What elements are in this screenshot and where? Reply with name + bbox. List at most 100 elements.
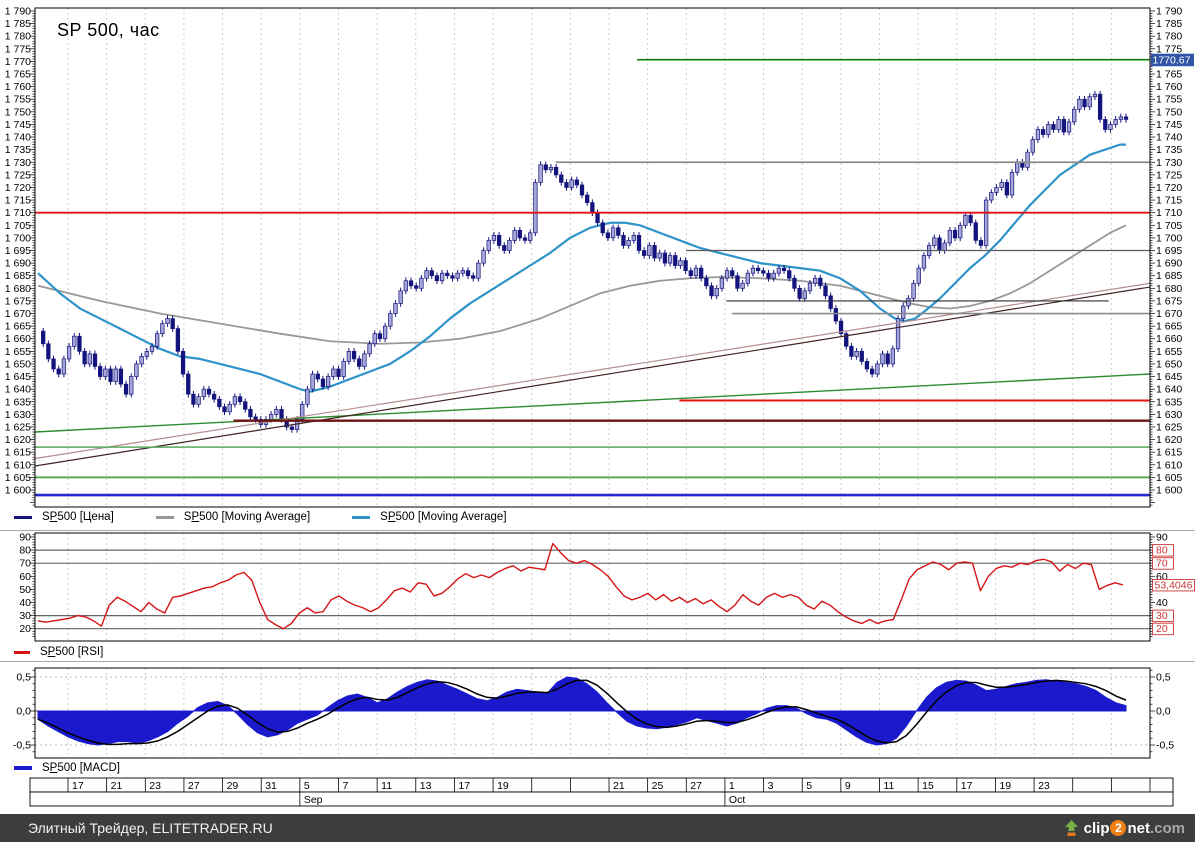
rsi-axis-label-right: 90 xyxy=(1156,532,1168,544)
price-axis-label-right: 1 640 xyxy=(1156,384,1182,396)
legend-item-macd[interactable]: SP500 [MACD] xyxy=(14,762,120,774)
price-axis-label-left: 1 770 xyxy=(5,56,31,68)
price-axis-label-right: 1 605 xyxy=(1156,472,1182,484)
date-label: 17 xyxy=(72,780,84,792)
date-label: 11 xyxy=(884,780,895,792)
rsi-level-box xyxy=(1152,557,1174,570)
date-label: 1 xyxy=(729,780,735,792)
macd-axis-label-right: -0,5 xyxy=(1156,740,1174,752)
date-label: 19 xyxy=(497,780,509,792)
date-label: 29 xyxy=(227,780,239,792)
macd-line-swatch-icon xyxy=(14,766,32,770)
price-axis-label-right: 1 690 xyxy=(1156,258,1182,270)
price-axis-label-right: 1 705 xyxy=(1156,220,1182,232)
rsi-level-box-value: 30 xyxy=(1156,610,1168,622)
legend-item-rsi[interactable]: SP500 [RSI] xyxy=(14,646,103,658)
rsi-level-box-value: 70 xyxy=(1156,558,1168,570)
macd-axis-label-left: 0,5 xyxy=(16,672,31,684)
separator xyxy=(0,661,1195,662)
price-axis-label-left: 1 685 xyxy=(5,270,31,282)
trend-line xyxy=(35,373,1150,433)
price-legend: SP500 [Цена] SP500 [Moving Average] SP50… xyxy=(14,511,549,523)
price-axis-label-right: 1 710 xyxy=(1156,207,1182,219)
rsi-line-swatch-icon xyxy=(14,650,30,654)
price-axis-label-right: 1 665 xyxy=(1156,321,1182,333)
rsi-axis-label-left: 70 xyxy=(19,558,31,570)
panel-frame xyxy=(34,7,1151,508)
logo-two: 2 xyxy=(1110,820,1127,836)
moving-average-line xyxy=(37,143,1126,393)
macd-plot xyxy=(35,676,1150,746)
trend-line xyxy=(35,286,1150,467)
price-axis-label-left: 1 775 xyxy=(5,43,31,55)
legend-label-ma-fast: SP500 [Moving Average] xyxy=(380,511,507,523)
rsi-level-box xyxy=(1152,609,1174,623)
price-axis-label-left: 1 780 xyxy=(5,31,31,43)
legend-item-ma-slow[interactable]: SP500 [Moving Average] xyxy=(155,511,311,523)
price-axis-label-right: 1 760 xyxy=(1156,81,1182,93)
date-label: 19 xyxy=(999,780,1011,792)
price-axis-label-left: 1 605 xyxy=(5,472,31,484)
rsi-axis-label-left: 60 xyxy=(19,571,31,583)
price-axis-label-right: 1 610 xyxy=(1156,459,1182,471)
separator xyxy=(0,530,1195,531)
rsi-axis-label-right: 40 xyxy=(1156,597,1168,609)
price-axis-label-right: 1 745 xyxy=(1156,119,1182,131)
price-axis-label-left: 1 790 xyxy=(5,6,31,18)
legend-label-ma-slow: SP500 [Moving Average] xyxy=(183,511,311,523)
rsi-level-box xyxy=(1152,622,1174,636)
price-axis-label-right: 1 755 xyxy=(1156,94,1182,106)
rsi-level-box-value: 20 xyxy=(1156,623,1168,635)
price-axis-label-left: 1 650 xyxy=(5,358,31,370)
selected-level-label xyxy=(1151,53,1194,67)
price-axis-label-right: 1 790 xyxy=(1156,6,1182,18)
price-axis-label-left: 1 765 xyxy=(5,69,31,81)
price-axis-label-left: 1 735 xyxy=(5,144,31,156)
price-axis-label-right: 1 750 xyxy=(1156,106,1182,118)
price-axis-label-right: 1 600 xyxy=(1156,484,1182,496)
legend-item-ma-fast[interactable]: SP500 [Moving Average] xyxy=(352,511,507,523)
date-label: 25 xyxy=(652,780,664,792)
price-axis-label-right: 1 765 xyxy=(1156,69,1182,81)
price-axis-label-left: 1 725 xyxy=(5,169,31,181)
date-label: 17 xyxy=(961,780,973,792)
ma-fast-swatch-icon xyxy=(352,515,371,519)
price-axis-label-left: 1 600 xyxy=(5,484,31,496)
price-axis-label-left: 1 705 xyxy=(5,220,31,232)
price-axis-label-left: 1 665 xyxy=(5,321,31,333)
price-axis-label-left: 1 645 xyxy=(5,371,31,383)
price-axis-label-left: 1 630 xyxy=(5,409,31,421)
rsi-level-box xyxy=(1152,544,1174,557)
price-axis-label-right: 1 625 xyxy=(1156,421,1182,433)
macd-axis-label-left: 0,0 xyxy=(16,706,31,718)
price-axis-label-right: 1 655 xyxy=(1156,346,1182,358)
date-label: 23 xyxy=(149,780,161,792)
clip2net-logo[interactable]: clip 2 net .com xyxy=(1064,819,1185,837)
price-candles xyxy=(41,90,1129,433)
panel-frame xyxy=(34,667,1151,759)
price-axis-label-left: 1 635 xyxy=(5,396,31,408)
date-label: 23 xyxy=(1038,780,1050,792)
price-axis-label-right: 1 645 xyxy=(1156,371,1182,383)
month-label: Oct xyxy=(729,794,745,806)
price-axis-label-right: 1 650 xyxy=(1156,358,1182,370)
selected-level-value: 1770.67 xyxy=(1153,55,1191,67)
trend-line xyxy=(35,282,1150,460)
legend-label-price: SP500 [Цена] xyxy=(42,511,114,523)
price-axis-label-right: 1 715 xyxy=(1156,195,1182,207)
price-axis-label-left: 1 625 xyxy=(5,421,31,433)
date-label: 11 xyxy=(381,780,392,792)
price-axis-label-left: 1 695 xyxy=(5,245,31,257)
legend-item-price[interactable]: SP500 [Цена] xyxy=(14,511,114,523)
rsi-axis-label-left: 30 xyxy=(19,610,31,622)
logo-net: net xyxy=(1127,819,1150,837)
date-label: 27 xyxy=(188,780,200,792)
ma-slow-swatch-icon xyxy=(155,515,174,519)
rsi-plot xyxy=(35,542,1150,630)
price-axis-label-right: 1 635 xyxy=(1156,396,1182,408)
price-axis-label-right: 1 785 xyxy=(1156,18,1182,30)
price-axis-label-right: 1 730 xyxy=(1156,157,1182,169)
price-axis-label-right: 1 720 xyxy=(1156,182,1182,194)
